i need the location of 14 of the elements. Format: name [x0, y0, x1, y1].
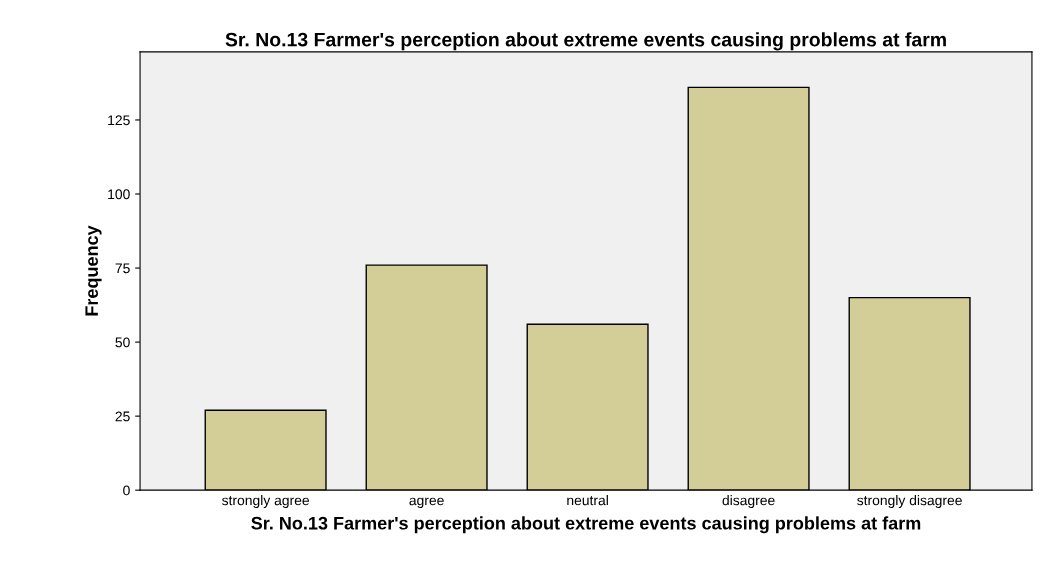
x-tick-label: agree — [409, 497, 444, 508]
y-tick-label: 125 — [108, 115, 130, 126]
x-tick-label: strongly agree — [222, 495, 310, 508]
chart-title: Sr. No.13 Farmer's perception about extreme events causing problems at farm — [225, 32, 946, 51]
x-tick-label: strongly disagree — [857, 495, 962, 508]
y-axis-title: Frequency — [85, 225, 102, 316]
x-tick-label: disagree — [722, 495, 775, 508]
y-tick-label: 75 — [115, 263, 130, 274]
y-tick-label: 50 — [115, 337, 130, 348]
x-axis-title: Sr. No.13 Farmer's perception about extreme events causing problems at farm — [251, 516, 921, 534]
y-tick-label: 25 — [115, 411, 130, 422]
y-tick-label: 0 — [123, 485, 130, 496]
x-tick-label: neutral — [567, 495, 608, 506]
y-tick-label: 100 — [108, 189, 130, 200]
